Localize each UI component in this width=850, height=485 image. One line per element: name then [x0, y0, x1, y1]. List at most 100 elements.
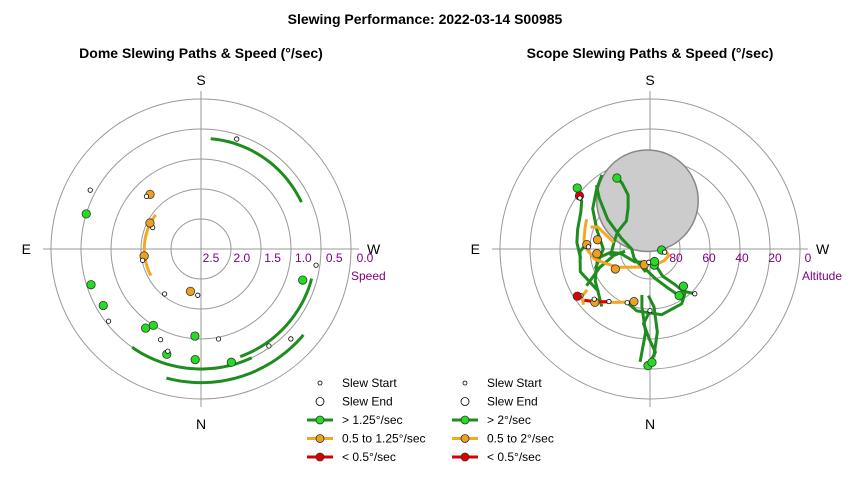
legend-key-medium	[307, 434, 333, 443]
slew-path-fast	[609, 176, 630, 257]
slew-path-fast	[594, 184, 648, 273]
legend-label: Slew End	[342, 395, 393, 409]
slew-end-marker-medium	[145, 218, 155, 228]
radial-tick-label: 2.5	[203, 251, 220, 265]
legend-dot-medium	[315, 434, 325, 443]
slew-start-marker	[105, 318, 112, 324]
slew-end-marker-fast	[148, 320, 158, 330]
legend: Slew Start Slew End > 2°/sec 0.5 to 2°/sec <…	[452, 376, 554, 464]
slew-path-fast	[647, 294, 659, 358]
radial-tick-label: 0.5	[326, 251, 343, 265]
slew-path-fast	[210, 137, 303, 203]
legend-key-medium	[452, 434, 478, 443]
legend: Slew Start Slew End > 1.25°/sec 0.5 to 1.25…	[307, 376, 426, 464]
legend-label: 0.5 to 1.25°/sec	[342, 432, 426, 446]
legend-key-fast	[307, 415, 333, 425]
figure-title: Slewing Performance: 2022-03-14 S00985	[288, 11, 563, 27]
compass-label-top: S	[645, 72, 654, 88]
slew-start-marker	[692, 291, 698, 297]
legend-key-slow	[307, 452, 333, 462]
scope-panel: Scope Slewing Paths & Speed (°/sec) S N E W 8…	[452, 45, 842, 464]
radial-tick-label: 20	[768, 251, 782, 265]
radial-tick-label: 60	[702, 251, 716, 265]
legend-label: < 0.5°/sec	[487, 450, 541, 464]
slew-start-marker	[143, 193, 150, 199]
slew-end-marker-fast	[647, 357, 657, 367]
legend-end-marker	[460, 397, 470, 406]
compass-label-top: S	[196, 72, 205, 88]
slew-start-marker	[288, 336, 294, 342]
slew-end-marker-medium	[629, 296, 639, 307]
legend-end-marker	[315, 397, 325, 406]
slew-path-fast	[585, 249, 626, 287]
legend-label: Slew Start	[342, 376, 397, 390]
slew-end-marker-fast	[298, 275, 308, 285]
slew-start-marker	[140, 257, 146, 263]
compass-label-right: W	[816, 241, 830, 257]
slew-start-marker	[195, 292, 201, 298]
polar-grid	[43, 91, 359, 407]
radial-tick-label: 0	[805, 251, 812, 265]
radial-tick-label: 40	[735, 251, 749, 265]
panel-title: Dome Slewing Paths & Speed (°/sec)	[79, 45, 323, 61]
legend-dot-fast	[460, 415, 470, 425]
slew-end-marker-fast	[190, 331, 200, 341]
slew-end-marker-fast	[612, 173, 622, 183]
slew-path-fast	[239, 278, 314, 359]
slew-path-fast	[166, 333, 305, 385]
radial-tick-label: 0.0	[357, 251, 374, 265]
radial-axis-label: Altitude	[802, 269, 842, 283]
slew-end-marker-fast	[141, 323, 151, 333]
compass-label-right: W	[367, 241, 381, 257]
slew-start-marker	[158, 337, 164, 343]
legend-key-end	[315, 397, 325, 406]
slew-path-fast	[575, 195, 584, 260]
slew-path-medium	[590, 225, 615, 244]
legend-key-fast	[452, 415, 478, 425]
slew-end-marker-fast	[649, 256, 660, 267]
slew-path-fast	[652, 261, 696, 296]
legend-key-start	[317, 380, 323, 386]
slew-end-marker-fast	[81, 209, 91, 219]
slew-start-marker	[624, 300, 630, 306]
slew-start-marker	[162, 291, 168, 297]
slew-start-marker	[662, 249, 668, 255]
compass-label-left: E	[471, 241, 480, 257]
slew-end-marker-fast	[678, 281, 689, 291]
panel-title: Scope Slewing Paths & Speed (°/sec)	[527, 45, 774, 61]
dome-panel: Dome Slewing Paths & Speed (°/sec) S N E W 2.…	[22, 45, 426, 464]
slew-end-marker-fast	[98, 300, 108, 311]
legend-key-end	[460, 397, 470, 406]
slew-path-fast	[638, 295, 648, 363]
compass-label-bottom: N	[645, 416, 655, 432]
slew-start-marker	[234, 136, 240, 142]
slew-start-marker	[585, 244, 591, 250]
slew-end-marker-fast	[572, 183, 582, 193]
slew-end-marker-medium	[592, 235, 603, 245]
slew-end-marker-medium	[185, 286, 196, 296]
slew-start-marker	[577, 195, 583, 201]
radial-tick-label: 2.0	[233, 251, 250, 265]
legend-label: 0.5 to 2°/sec	[487, 432, 554, 446]
slew-start-marker	[215, 336, 222, 342]
slew-end-marker-fast	[86, 280, 96, 290]
legend-dot-medium	[460, 434, 470, 443]
legend-label: Slew End	[487, 395, 538, 409]
legend-dot-slow	[315, 452, 325, 462]
legend-dot-slow	[460, 452, 470, 462]
radial-axis-label: Speed	[351, 269, 386, 283]
legend-label: Slew Start	[487, 376, 542, 390]
legend-key-slow	[452, 452, 478, 462]
radial-tick-label: 1.0	[295, 251, 312, 265]
slew-end-marker-medium	[610, 264, 620, 274]
compass-label-bottom: N	[196, 416, 206, 432]
legend-start-marker	[462, 380, 468, 386]
slew-end-marker-medium	[592, 249, 602, 259]
zenith-exclusion-disc	[595, 149, 699, 253]
slew-end-marker-fast	[674, 291, 684, 301]
legend-label: < 0.5°/sec	[342, 450, 396, 464]
slew-start-marker	[266, 343, 272, 349]
slew-end-marker-fast	[190, 354, 200, 365]
